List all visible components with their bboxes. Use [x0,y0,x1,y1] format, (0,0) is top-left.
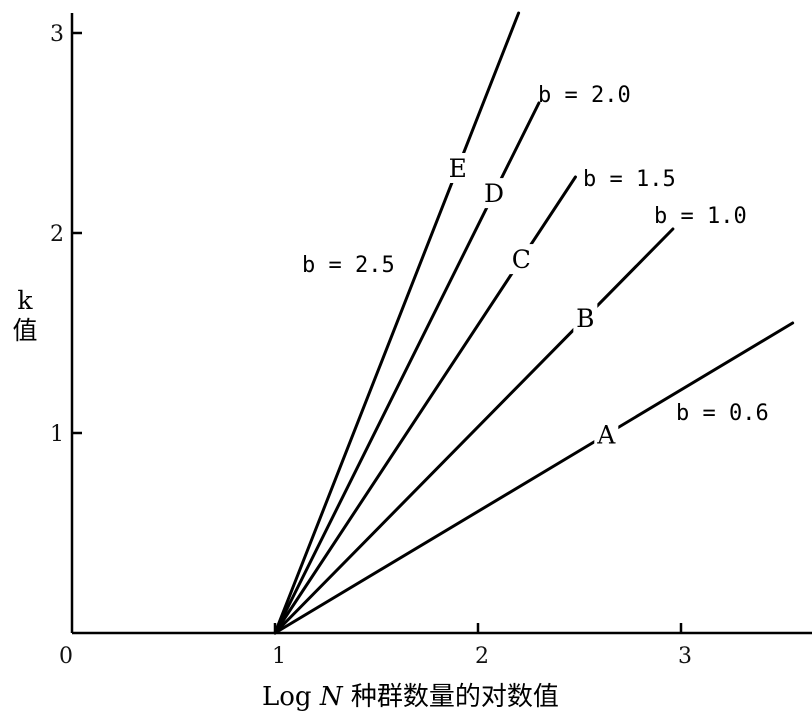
x-axis-title-suffix: 种群数量的对数值 [350,682,559,712]
x-tick-label: 0 [59,644,73,669]
series-slope-label-b: b = 1.0 [654,204,747,229]
series-letter-a: A [596,421,616,450]
y-axis-title: k 值 [10,286,40,346]
series-letter-e: E [449,154,467,183]
series-line-e [273,11,521,635]
series-letter-bg [445,153,470,183]
y-axis-title-line2: 值 [12,316,38,345]
series-letter-d: D [484,179,504,208]
series-letter-bg [594,419,619,450]
x-tick-label: 3 [678,644,692,669]
y-tick-label: 1 [50,422,64,447]
x-tick-label: 1 [272,644,286,669]
series-slope-label-c: b = 1.5 [583,167,676,192]
x-tick-label: 2 [475,644,489,669]
y-axis-title-line1: k [17,286,33,315]
series-slope-label-d: b = 2.0 [538,83,631,108]
x-axis-title-prefix: Log [262,682,320,712]
series-letter-bg [482,178,507,209]
series-line-a [273,321,795,635]
series-letter-bg [509,244,534,275]
line-labels: Ab = 0.6 Bb = 1.0 Cb = 1.5 Db = 2.0 Eb = 2.5 [302,83,769,450]
x-axis-title: Log N 种群数量的对数值 [262,676,559,713]
series-letter-bg [573,302,598,333]
axis-ticks: 0 1 2 3 1 2 3 [50,22,692,669]
x-axis-title-var: N [319,682,343,712]
y-tick-label: 2 [50,222,64,247]
series-letter-c: C [512,245,531,274]
y-tick-label: 3 [50,22,64,47]
series-slope-label-e: b = 2.5 [302,253,395,278]
series-line-b [273,227,675,635]
data-lines [273,11,795,635]
series-slope-label-a: b = 0.6 [676,401,769,426]
series-letter-b: B [576,304,594,333]
